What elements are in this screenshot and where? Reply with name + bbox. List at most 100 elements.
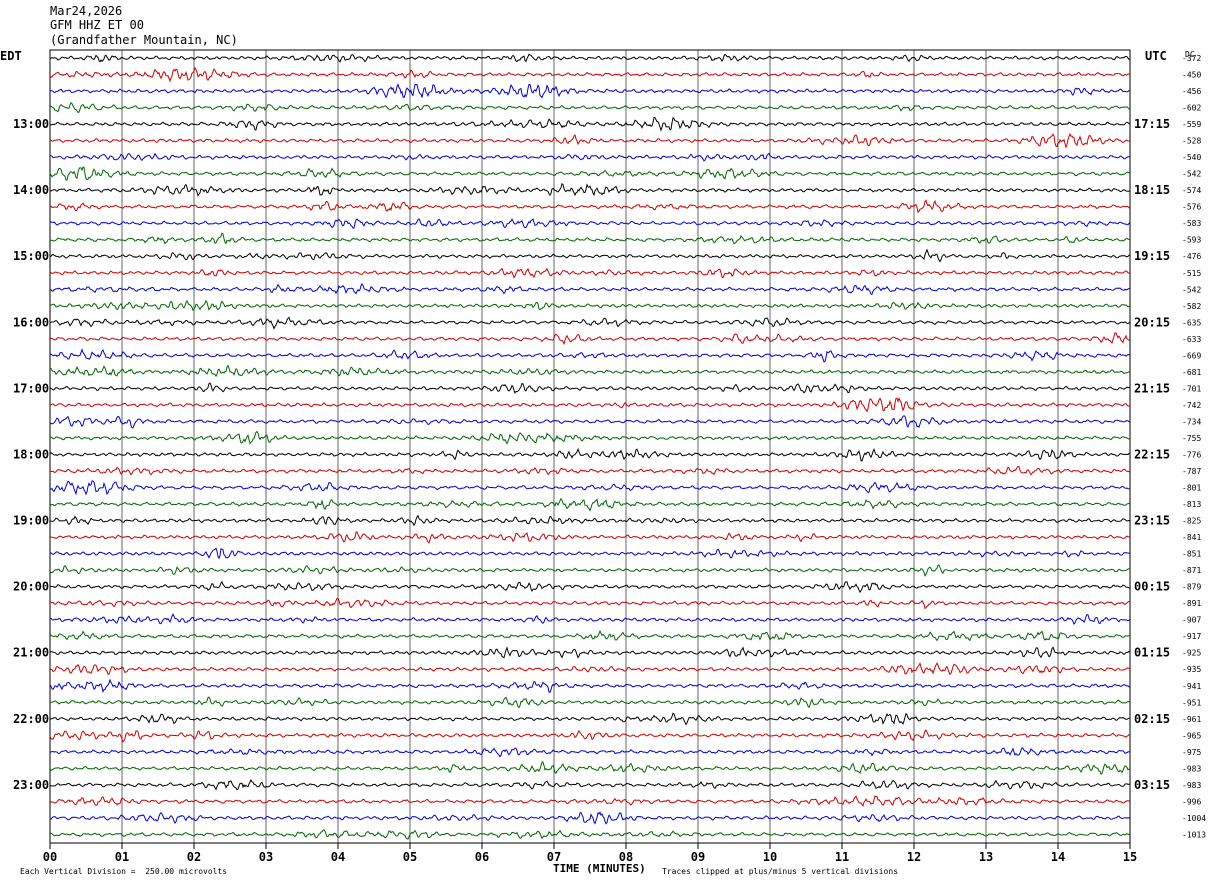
- seismic-trace: [49, 580, 1131, 594]
- dc-offset-value: -813: [1182, 500, 1201, 509]
- x-tick-label: 09: [691, 850, 705, 864]
- dc-offset-value: -540: [1182, 153, 1201, 162]
- dc-offset-value: -456: [1182, 87, 1201, 96]
- x-tick-label: 13: [979, 850, 993, 864]
- seismic-trace: [49, 613, 1131, 626]
- x-tick-label: 10: [763, 850, 777, 864]
- seismic-trace: [49, 415, 1131, 429]
- seismic-trace: [49, 53, 1131, 63]
- left-hour-label: 17:00: [13, 381, 49, 395]
- left-timezone-label: EDT: [0, 49, 22, 63]
- x-tick-label: 02: [187, 850, 201, 864]
- x-tick-label: 12: [907, 850, 921, 864]
- seismic-trace: [49, 83, 1131, 99]
- seismic-trace: [49, 480, 1130, 496]
- seismic-trace: [49, 795, 1131, 807]
- dc-offset-value: -851: [1182, 550, 1201, 559]
- seismic-trace: [49, 248, 1131, 263]
- dc-offset-value: -879: [1182, 583, 1201, 592]
- dc-offset-value: -669: [1182, 351, 1201, 360]
- dc-offset-value: -574: [1182, 186, 1201, 195]
- scale-note: Each Vertical Division = 250.00 microvol…: [20, 867, 228, 876]
- dc-offset-value: -542: [1182, 170, 1201, 179]
- seismic-trace: [49, 514, 1131, 527]
- dc-offset-value: -755: [1182, 434, 1201, 443]
- dc-offset-value: -935: [1182, 665, 1201, 674]
- dc-offset-value: -1013: [1182, 830, 1206, 839]
- dc-offset-value: -476: [1182, 252, 1201, 261]
- dc-offset-value: -528: [1182, 137, 1201, 146]
- dc-offset-value: -965: [1182, 731, 1201, 740]
- dc-offset-value: -907: [1182, 616, 1201, 625]
- seismic-trace: [49, 117, 1131, 132]
- seismic-trace: [49, 182, 1131, 197]
- seismic-trace: [49, 217, 1131, 229]
- dc-offset-value: -583: [1182, 219, 1201, 228]
- dc-offset-value: -983: [1182, 781, 1201, 790]
- dc-offset-value: -776: [1182, 450, 1201, 459]
- seismic-trace: [49, 199, 1131, 214]
- seismic-trace: [49, 646, 1131, 659]
- dc-offset-value: -542: [1182, 285, 1201, 294]
- right-hour-label: 21:15: [1134, 381, 1170, 395]
- seismic-trace: [49, 102, 1131, 113]
- seismic-trace: [49, 761, 1131, 775]
- left-hour-label: 15:00: [13, 249, 49, 263]
- seismic-trace: [49, 696, 1131, 709]
- right-hour-label: 18:15: [1134, 183, 1170, 197]
- dc-offset-value: -582: [1182, 302, 1201, 311]
- seismic-trace: [49, 397, 1131, 413]
- seismic-trace: [49, 364, 1131, 378]
- x-tick-label: 14: [1051, 850, 1065, 864]
- right-timezone-label: UTC: [1145, 49, 1167, 63]
- dc-offset-value: -871: [1182, 566, 1201, 575]
- left-hour-label: 14:00: [13, 183, 49, 197]
- dc-offset-value: -372: [1182, 54, 1201, 63]
- seismic-trace: [49, 811, 1131, 825]
- seismic-trace: [49, 447, 1131, 462]
- left-hour-label: 16:00: [13, 315, 49, 329]
- seismic-trace: [49, 564, 1131, 577]
- seismic-trace: [49, 267, 1131, 279]
- dc-offset-value: -961: [1182, 715, 1201, 724]
- x-tick-label: 00: [43, 850, 57, 864]
- seismic-trace: [49, 348, 1131, 363]
- dc-offset-value: -1004: [1182, 814, 1206, 823]
- dc-offset-value: -742: [1182, 401, 1201, 410]
- dc-offset-value: -925: [1182, 649, 1201, 658]
- left-hour-label: 18:00: [13, 447, 49, 461]
- clip-note: Traces clipped at plus/minus 5 vertical …: [662, 867, 899, 876]
- seismic-trace: [49, 166, 1131, 181]
- dc-offset-header: DC: [1185, 50, 1195, 59]
- left-hour-label: 22:00: [13, 712, 49, 726]
- seismic-trace: [49, 747, 1130, 758]
- station-code: GFM HHZ ET 00: [50, 18, 144, 32]
- x-tick-label: 15: [1123, 850, 1137, 864]
- seismic-trace: [49, 66, 1131, 83]
- seismic-trace: [49, 132, 1131, 149]
- dc-offset-value: -941: [1182, 682, 1201, 691]
- seismic-trace: [49, 778, 1130, 791]
- x-tick-label: 03: [259, 850, 273, 864]
- x-axis-label: TIME (MINUTES): [553, 862, 646, 875]
- x-tick-label: 11: [835, 850, 849, 864]
- left-hour-label: 23:00: [13, 778, 49, 792]
- dc-offset-value: -515: [1182, 269, 1201, 278]
- dc-offset-value: -701: [1182, 384, 1201, 393]
- seismic-trace: [49, 497, 1131, 512]
- x-tick-label: 01: [115, 850, 129, 864]
- seismic-trace: [49, 332, 1131, 346]
- dc-offset-value: -841: [1182, 533, 1201, 542]
- left-hour-label: 21:00: [13, 646, 49, 660]
- dc-offset-value: -559: [1182, 120, 1201, 129]
- seismic-trace: [49, 531, 1131, 544]
- dc-offset-value: -983: [1182, 764, 1201, 773]
- left-hour-label: 13:00: [13, 117, 49, 131]
- seismic-trace: [49, 547, 1131, 560]
- dc-offset-value: -576: [1182, 203, 1201, 212]
- x-tick-label: 05: [403, 850, 417, 864]
- right-hour-label: 23:15: [1134, 514, 1170, 528]
- dc-offset-value: -635: [1182, 318, 1201, 327]
- x-tick-label: 06: [475, 850, 489, 864]
